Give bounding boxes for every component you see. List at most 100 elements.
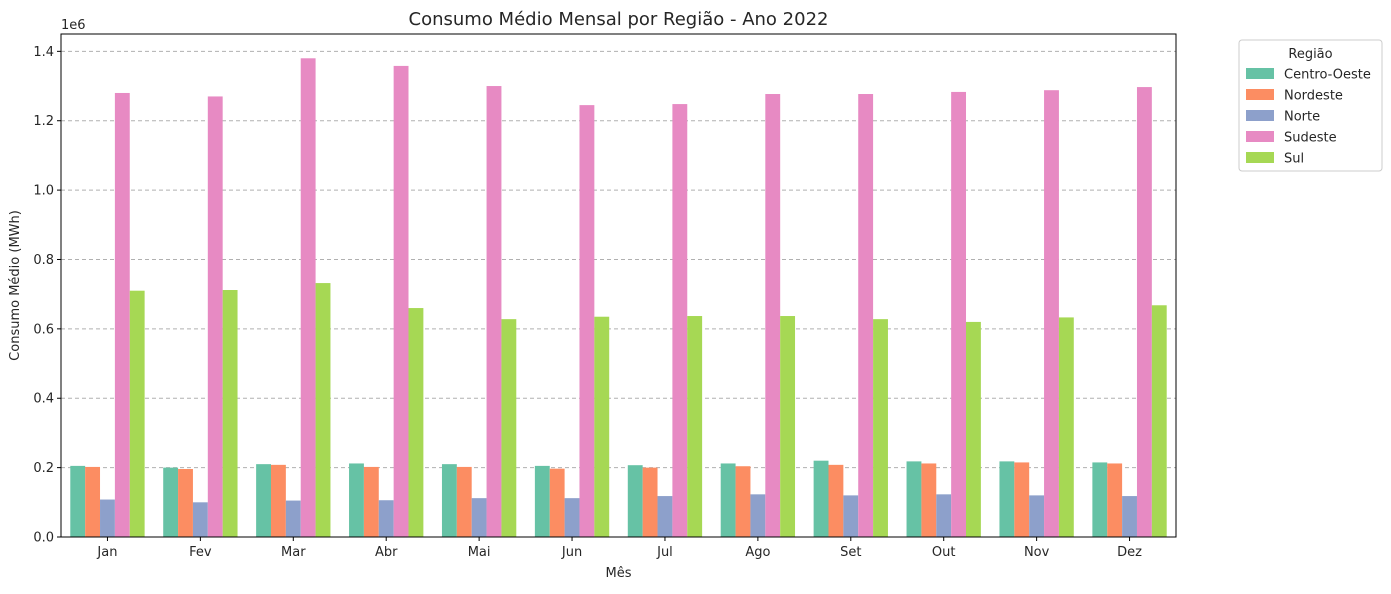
bar-nordeste-set xyxy=(828,464,844,537)
bar-nordeste-abr xyxy=(363,466,379,537)
x-tick-label: Jul xyxy=(656,545,673,560)
bar-nordeste-mai xyxy=(456,466,472,537)
y-tick-label: 0.6 xyxy=(33,322,54,337)
bar-norte-jun xyxy=(564,498,580,537)
bar-centro-oeste-jan xyxy=(70,465,86,537)
y-tick-label: 0.4 xyxy=(33,392,54,407)
bar-nordeste-mar xyxy=(270,464,286,537)
bar-sul-jun xyxy=(594,316,610,537)
x-tick-label: Ago xyxy=(745,545,770,560)
bar-norte-jan xyxy=(100,499,115,537)
bar-nordeste-jul xyxy=(642,467,658,537)
y-tick-label: 0.2 xyxy=(33,461,54,476)
bar-norte-jul xyxy=(657,496,673,537)
bar-sul-out xyxy=(966,321,981,537)
bar-nordeste-ago xyxy=(735,466,751,537)
y-axis: 0.0 0.2 0.4 0.6 0.8 1.0 1.2 1.4 xyxy=(33,45,61,546)
bar-sudeste-dez xyxy=(1136,87,1152,538)
bar-sudeste-fev xyxy=(207,96,223,537)
bar-sul-abr xyxy=(408,308,424,537)
bar-norte-fev xyxy=(192,502,208,537)
bar-norte-nov xyxy=(1029,495,1045,537)
bar-sudeste-nov xyxy=(1044,90,1059,538)
bar-norte-out xyxy=(936,494,952,537)
x-tick-label: Out xyxy=(932,545,956,560)
x-tick-label: Mar xyxy=(281,545,306,560)
x-axis-label: Mês xyxy=(606,566,632,581)
bar-centro-oeste-fev xyxy=(163,467,179,537)
bar-centro-oeste-dez xyxy=(1092,462,1108,537)
y-tick-label: 1.0 xyxy=(33,184,54,199)
bar-centro-oeste-mar xyxy=(256,464,271,537)
legend-swatch xyxy=(1246,110,1274,121)
bar-sudeste-mar xyxy=(300,58,316,538)
bar-sudeste-jun xyxy=(579,105,595,537)
legend-box xyxy=(1238,39,1383,172)
bars xyxy=(70,58,1167,538)
bar-sudeste-jul xyxy=(672,104,688,537)
y-tick-label: 0.8 xyxy=(33,253,54,268)
bar-nordeste-fev xyxy=(178,469,193,537)
bar-nordeste-dez xyxy=(1107,463,1123,537)
bar-nordeste-nov xyxy=(1014,462,1030,537)
bar-centro-oeste-out xyxy=(906,461,922,537)
legend-label: Sudeste xyxy=(1284,131,1337,146)
bar-sul-ago xyxy=(780,316,796,537)
bar-sul-dez xyxy=(1151,305,1167,537)
bar-nordeste-out xyxy=(921,463,937,537)
bar-nordeste-jan xyxy=(85,466,101,537)
bar-sudeste-mai xyxy=(486,86,502,537)
bar-norte-set xyxy=(843,495,859,537)
y-axis-label: Consumo Médio (MWh) xyxy=(8,210,23,361)
y-tick-label: 1.2 xyxy=(33,114,54,129)
x-tick-label: Dez xyxy=(1117,545,1142,560)
bar-norte-dez xyxy=(1122,496,1137,537)
bar-sul-fev xyxy=(222,290,238,537)
x-tick-label: Abr xyxy=(375,545,398,560)
bar-sudeste-set xyxy=(858,94,874,538)
legend-label: Norte xyxy=(1284,110,1320,125)
bar-centro-oeste-jul xyxy=(627,465,643,537)
bar-centro-oeste-set xyxy=(813,460,829,537)
bar-sul-set xyxy=(873,319,888,537)
bar-sudeste-abr xyxy=(393,65,409,537)
bar-sul-nov xyxy=(1058,317,1074,537)
x-tick-label: Set xyxy=(840,545,861,560)
x-tick-label: Fev xyxy=(189,545,212,560)
bar-sul-jan xyxy=(129,290,145,537)
bar-sudeste-ago xyxy=(765,94,781,538)
bar-centro-oeste-abr xyxy=(349,463,364,537)
bar-norte-abr xyxy=(378,500,394,537)
bar-sudeste-out xyxy=(951,91,967,537)
bar-norte-mai xyxy=(471,498,487,537)
bar-nordeste-jun xyxy=(549,468,565,537)
legend-items: Centro-Oeste Nordeste Norte Sudeste Sul xyxy=(1246,68,1371,167)
y-tick-label: 0.0 xyxy=(33,531,54,546)
bar-sudeste-jan xyxy=(114,92,130,537)
bar-centro-oeste-jun xyxy=(534,465,550,537)
bar-sul-mai xyxy=(501,319,517,537)
chart-title: Consumo Médio Mensal por Região - Ano 20… xyxy=(409,9,829,30)
bar-sul-jul xyxy=(687,316,703,537)
x-tick-label: Jan xyxy=(96,545,117,560)
legend-swatch xyxy=(1246,89,1274,100)
legend-title: Região xyxy=(1288,47,1332,62)
bar-norte-mar xyxy=(285,500,301,537)
x-tick-label: Nov xyxy=(1024,545,1050,560)
bar-centro-oeste-mai xyxy=(441,464,457,537)
bar-centro-oeste-ago xyxy=(720,463,736,537)
x-tick-label: Mai xyxy=(468,545,491,560)
legend: Região Centro-Oeste Nordeste Norte Sudeste S… xyxy=(1238,39,1383,172)
legend-swatch xyxy=(1246,131,1274,142)
legend-swatch xyxy=(1246,152,1274,163)
x-axis: Jan Fev Mar Abr Mai Jun Jul Ago Set Out Nov Dez xyxy=(96,537,1142,560)
legend-swatch xyxy=(1246,68,1274,79)
bar-sul-mar xyxy=(315,283,331,537)
y-axis-offset-text: 1e6 xyxy=(61,18,86,33)
plot-frame xyxy=(60,33,1177,538)
legend-label: Sul xyxy=(1284,152,1304,167)
legend-label: Centro-Oeste xyxy=(1284,68,1371,83)
y-tick-label: 1.4 xyxy=(33,45,54,60)
